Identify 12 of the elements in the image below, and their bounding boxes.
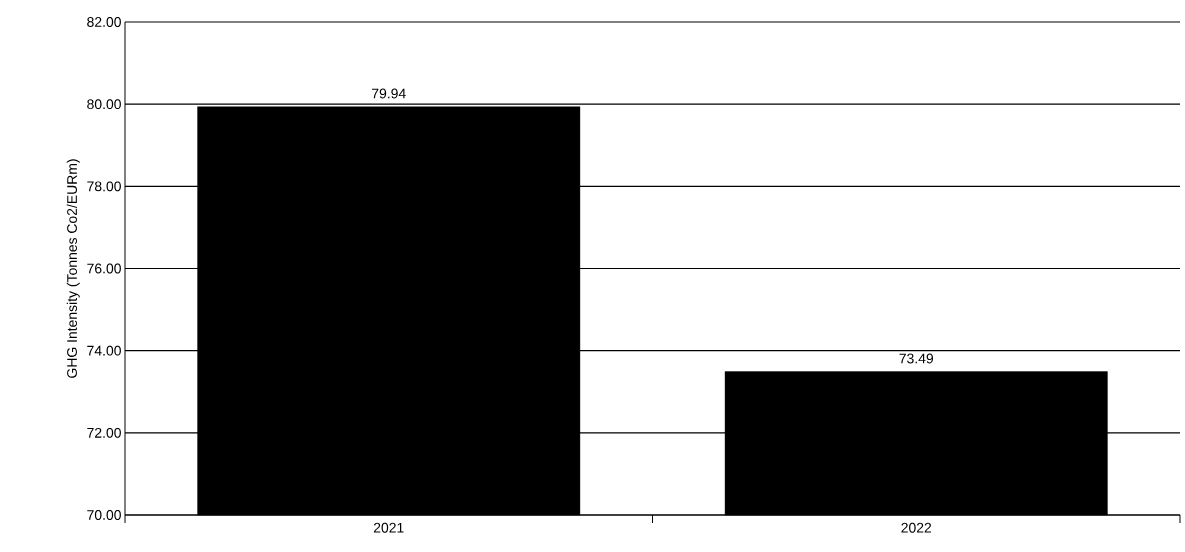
x-tick-label: 2021 — [373, 522, 404, 533]
y-tick-label: 70.00 — [87, 510, 121, 520]
y-tick-label: 78.00 — [87, 181, 121, 192]
y-tick-label: 76.00 — [87, 263, 121, 274]
y-tick-label: 74.00 — [87, 345, 121, 356]
data-label: 79.94 — [372, 88, 406, 99]
y-tick-label: 80.00 — [87, 99, 121, 110]
y-tick-label: 82.00 — [87, 17, 121, 27]
x-tick-label: 2022 — [901, 522, 932, 533]
data-label: 73.49 — [899, 353, 934, 364]
y-tick-label: 72.00 — [87, 427, 121, 438]
y-axis-title: GHG Intensity (Tonnes Co2/EURm) — [66, 159, 80, 378]
